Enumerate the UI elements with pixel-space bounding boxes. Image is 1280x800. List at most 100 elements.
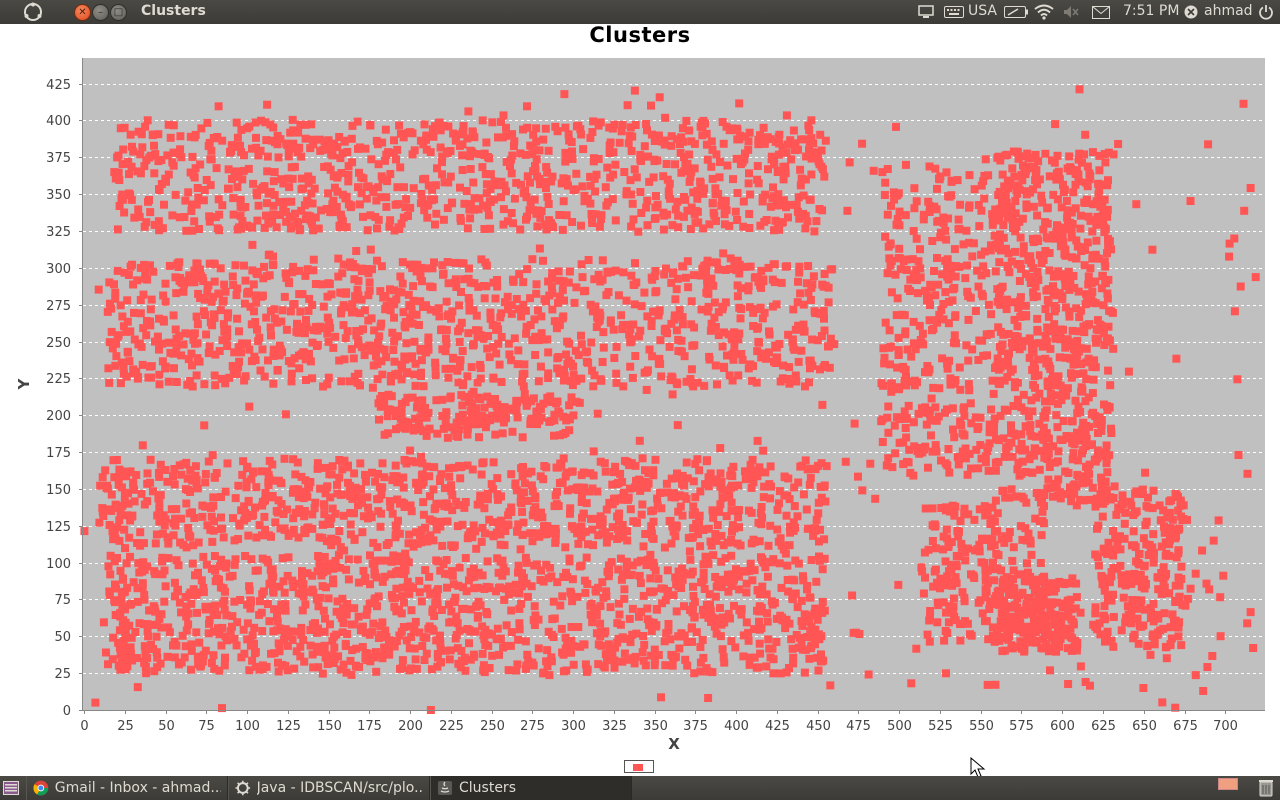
data-point <box>687 570 696 579</box>
data-point <box>164 120 173 129</box>
data-point <box>728 376 737 385</box>
data-point <box>927 431 935 440</box>
data-point <box>307 189 316 198</box>
data-point <box>654 131 663 140</box>
data-point <box>301 271 310 280</box>
data-point <box>292 327 301 336</box>
data-point <box>801 382 809 391</box>
data-point <box>266 323 275 332</box>
keyboard-icon[interactable] <box>942 0 966 24</box>
data-point <box>609 325 618 334</box>
data-point <box>217 374 226 383</box>
data-point <box>1011 247 1020 256</box>
data-point <box>376 287 385 296</box>
data-point <box>190 278 199 287</box>
data-point <box>455 563 464 572</box>
data-point <box>160 200 168 209</box>
data-point <box>447 487 456 495</box>
window-maximize-button[interactable]: □ <box>110 4 127 21</box>
window-close-button[interactable]: ✕ <box>74 4 91 21</box>
data-point <box>438 541 447 550</box>
data-point <box>205 212 214 221</box>
data-point <box>319 606 328 615</box>
data-point <box>228 362 237 370</box>
data-point <box>313 459 322 468</box>
data-point <box>598 358 607 366</box>
data-point <box>733 189 742 197</box>
data-point <box>781 624 790 633</box>
data-point <box>640 288 649 297</box>
data-point <box>1053 195 1062 204</box>
data-point <box>577 331 585 340</box>
data-point <box>1038 430 1046 439</box>
data-point <box>791 371 800 380</box>
data-point <box>793 603 802 612</box>
data-point <box>205 259 214 268</box>
data-point <box>210 371 219 380</box>
volume-muted-icon[interactable] <box>1061 0 1081 24</box>
data-point <box>376 344 385 353</box>
data-point <box>1017 469 1026 478</box>
data-point <box>961 454 970 463</box>
data-point <box>801 645 810 654</box>
data-point <box>662 629 671 638</box>
data-point <box>698 578 707 587</box>
data-point <box>811 524 820 533</box>
data-point <box>308 135 317 144</box>
data-point <box>119 575 127 584</box>
wifi-icon[interactable] <box>1033 0 1055 24</box>
clock[interactable]: 7:51 PM <box>1123 3 1180 19</box>
data-point <box>990 414 999 423</box>
ubuntu-logo-icon[interactable] <box>22 0 44 24</box>
power-icon[interactable] <box>1256 0 1276 24</box>
data-point <box>704 482 713 491</box>
data-point <box>892 220 901 229</box>
data-point <box>722 512 731 521</box>
data-point <box>504 339 513 348</box>
data-point <box>502 621 511 630</box>
data-point <box>347 134 356 143</box>
data-point <box>417 471 426 480</box>
data-point <box>192 312 201 321</box>
data-point <box>1039 225 1048 234</box>
data-point <box>415 588 424 597</box>
data-point <box>727 335 736 344</box>
data-point <box>126 191 135 199</box>
data-point <box>976 441 985 449</box>
data-point <box>598 578 607 587</box>
battery-icon[interactable] <box>1003 0 1029 24</box>
display-icon[interactable] <box>916 0 936 24</box>
mail-icon[interactable] <box>1090 0 1112 24</box>
data-point <box>250 352 259 361</box>
user-name[interactable]: ahmad <box>1204 3 1253 19</box>
keyboard-layout-indicator[interactable]: USA <box>968 3 997 19</box>
data-point <box>820 361 829 369</box>
data-point <box>677 584 686 592</box>
data-point <box>231 494 240 503</box>
data-point <box>311 280 320 288</box>
data-point <box>550 502 559 511</box>
data-point <box>247 475 256 484</box>
data-point <box>713 521 722 530</box>
user-icon[interactable] <box>1181 0 1201 24</box>
data-point <box>804 288 813 297</box>
data-point <box>369 342 378 351</box>
data-point <box>943 272 952 281</box>
data-point <box>163 477 172 486</box>
data-point <box>416 136 425 145</box>
data-point <box>596 619 605 628</box>
data-point <box>887 379 896 388</box>
data-point <box>642 203 651 212</box>
data-point <box>1067 233 1076 242</box>
data-point <box>263 199 271 208</box>
data-point <box>493 407 502 416</box>
data-point <box>485 197 494 206</box>
data-point <box>753 606 761 615</box>
data-point <box>717 477 726 486</box>
data-point <box>518 508 527 516</box>
data-point <box>193 320 202 329</box>
data-point <box>220 605 229 614</box>
data-point <box>300 512 309 521</box>
window-minimize-button[interactable]: – <box>92 4 109 21</box>
data-point <box>789 343 798 352</box>
